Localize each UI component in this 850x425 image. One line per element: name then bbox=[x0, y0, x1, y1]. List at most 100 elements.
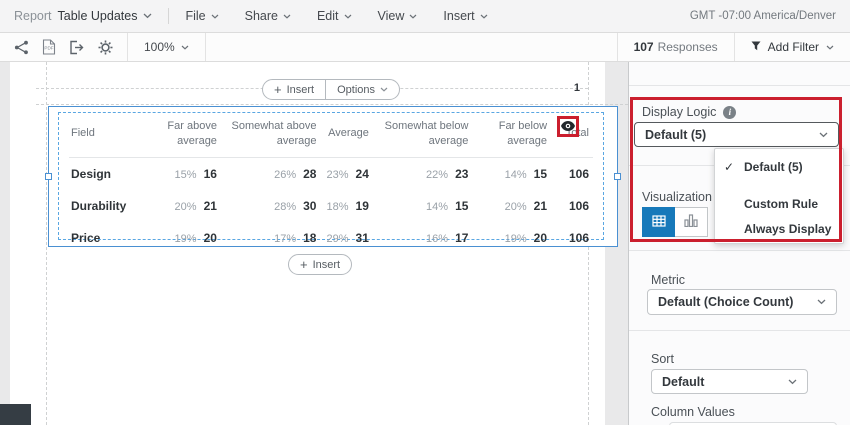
check-icon: ✓ bbox=[724, 160, 735, 174]
cell-count: 24 bbox=[355, 166, 369, 181]
pdf-export-icon[interactable]: PDF bbox=[42, 39, 56, 55]
info-icon[interactable]: i bbox=[723, 105, 737, 119]
report-label: Report bbox=[14, 9, 52, 23]
column-values-input-partial[interactable] bbox=[669, 422, 837, 425]
resize-handle-right[interactable] bbox=[614, 172, 621, 180]
page-number: 1 bbox=[573, 82, 580, 94]
cell-count: 31 bbox=[355, 230, 369, 245]
menu-view[interactable]: View bbox=[378, 9, 418, 23]
menu-option-custom-rule[interactable]: Custom Rule bbox=[715, 195, 843, 213]
chevron-down-icon bbox=[788, 379, 797, 385]
cell-count: 21 bbox=[203, 198, 217, 213]
menu-option-always-display[interactable]: Always Display bbox=[715, 220, 843, 238]
divider bbox=[168, 8, 170, 24]
insert-pill-bottom: + Insert bbox=[288, 254, 353, 275]
table-visualization-button[interactable] bbox=[642, 207, 675, 237]
responses-label: Responses bbox=[657, 40, 718, 54]
chevron-down-icon bbox=[409, 14, 417, 19]
gear-icon[interactable] bbox=[98, 40, 113, 55]
sort-value: Default bbox=[662, 374, 705, 389]
report-canvas[interactable]: 1 + Insert Options bbox=[0, 62, 628, 425]
chevron-down-icon bbox=[283, 14, 291, 19]
plus-icon: + bbox=[300, 257, 308, 272]
menu-option-always-display-label: Always Display bbox=[744, 222, 832, 236]
options-button[interactable]: Options bbox=[325, 80, 399, 99]
report-title-dropdown[interactable]: Report Table Updates bbox=[14, 9, 152, 23]
corner-tooltip-box bbox=[0, 404, 31, 425]
toolbar: PDF 100% 107 Responses Add Filter bbox=[0, 33, 850, 62]
report-title: Table Updates bbox=[57, 9, 138, 23]
cell-count: 23 bbox=[455, 166, 469, 181]
cell-total: 106 bbox=[568, 230, 589, 245]
insert-button[interactable]: + Insert bbox=[263, 80, 325, 99]
insert-button-bottom[interactable]: + Insert bbox=[289, 255, 351, 274]
bar-chart-icon bbox=[684, 214, 698, 230]
settings-sidebar: Display Logic i Default (5) Visualizatio… bbox=[628, 62, 850, 425]
menu-edit[interactable]: Edit bbox=[317, 9, 352, 23]
cell-percent: 22% bbox=[426, 168, 449, 181]
export-icon[interactable] bbox=[69, 40, 85, 55]
cell-percent: 19% bbox=[174, 232, 197, 245]
cell-percent: 20% bbox=[504, 200, 527, 213]
cell-percent: 20% bbox=[174, 200, 197, 213]
display-logic-select[interactable]: Default (5) bbox=[634, 122, 839, 147]
visualization-label: Visualization bbox=[642, 190, 712, 204]
menu-file-label: File bbox=[185, 9, 206, 23]
table-widget[interactable]: Field Far above average Somewhat above a… bbox=[58, 112, 604, 245]
table-header-row: Field Far above average Somewhat above a… bbox=[69, 115, 593, 158]
menu-option-custom-rule-label: Custom Rule bbox=[744, 197, 819, 211]
table-row: Price 19% 20 17% 18 29% 31 16% 17 19% 20 106 bbox=[69, 222, 593, 254]
display-logic-label: Display Logic bbox=[642, 105, 717, 119]
menu-option-default-label: Default (5) bbox=[744, 160, 803, 174]
menu-file[interactable]: File bbox=[185, 9, 219, 23]
row-label: Price bbox=[71, 230, 101, 245]
cell-percent: 16% bbox=[426, 232, 449, 245]
zoom-level-dropdown[interactable]: 100% bbox=[128, 33, 205, 61]
visualization-toggle bbox=[642, 207, 838, 237]
menubar: Report Table Updates File Share Edit Vie… bbox=[0, 0, 850, 33]
chevron-down-icon bbox=[817, 299, 826, 305]
plus-icon: + bbox=[274, 82, 282, 97]
sort-select[interactable]: Default bbox=[651, 369, 808, 394]
table-row: Durability 20% 21 28% 30 18% 19 14% 15 20% 21… bbox=[69, 190, 593, 222]
cell-count: 20 bbox=[203, 230, 217, 245]
cell-percent: 18% bbox=[326, 200, 349, 213]
metric-select[interactable]: Default (Choice Count) bbox=[647, 289, 837, 315]
cell-count: 18 bbox=[303, 230, 317, 245]
display-logic-dropdown-menu: ✓ Default (5) Custom Rule Always Display bbox=[714, 148, 844, 244]
zoom-level-value: 100% bbox=[144, 40, 175, 54]
resize-handle-left[interactable] bbox=[45, 172, 52, 180]
divider bbox=[616, 33, 618, 61]
chevron-down-icon bbox=[181, 45, 189, 50]
svg-text:PDF: PDF bbox=[44, 46, 53, 51]
filter-funnel-icon bbox=[751, 40, 761, 54]
column-values-label: Column Values bbox=[651, 405, 735, 419]
column-header-far-below: Far below average bbox=[472, 115, 552, 158]
cell-count: 17 bbox=[455, 230, 469, 245]
visualization-section: Visualization bbox=[629, 166, 850, 251]
cell-percent: 14% bbox=[504, 168, 527, 181]
cell-percent: 15% bbox=[174, 168, 197, 181]
table-grid-icon bbox=[651, 214, 666, 230]
column-header-somewhat-below: Somewhat below average bbox=[372, 115, 473, 158]
bar-chart-visualization-button[interactable] bbox=[675, 207, 708, 237]
add-filter-button[interactable]: Add Filter bbox=[735, 33, 850, 61]
menu-option-default[interactable]: ✓ Default (5) bbox=[715, 158, 843, 176]
responses-count: 107 Responses bbox=[618, 33, 734, 61]
metric-label: Metric bbox=[651, 273, 686, 287]
share-icon[interactable] bbox=[14, 40, 29, 55]
cell-percent: 14% bbox=[426, 200, 449, 213]
margin-guide-top bbox=[36, 104, 628, 105]
cell-total: 106 bbox=[568, 166, 589, 181]
menu-insert[interactable]: Insert bbox=[443, 9, 488, 23]
cell-percent: 29% bbox=[326, 232, 349, 245]
chevron-down-icon bbox=[826, 45, 834, 50]
results-table: Field Far above average Somewhat above a… bbox=[69, 115, 593, 254]
cell-count: 21 bbox=[533, 198, 548, 213]
cell-count: 28 bbox=[303, 166, 317, 181]
cell-count: 15 bbox=[455, 198, 469, 213]
eye-icon[interactable] bbox=[561, 118, 575, 136]
table-widget-selection[interactable]: Field Far above average Somewhat above a… bbox=[45, 106, 621, 247]
menu-share[interactable]: Share bbox=[245, 9, 291, 23]
spacer bbox=[206, 33, 617, 61]
